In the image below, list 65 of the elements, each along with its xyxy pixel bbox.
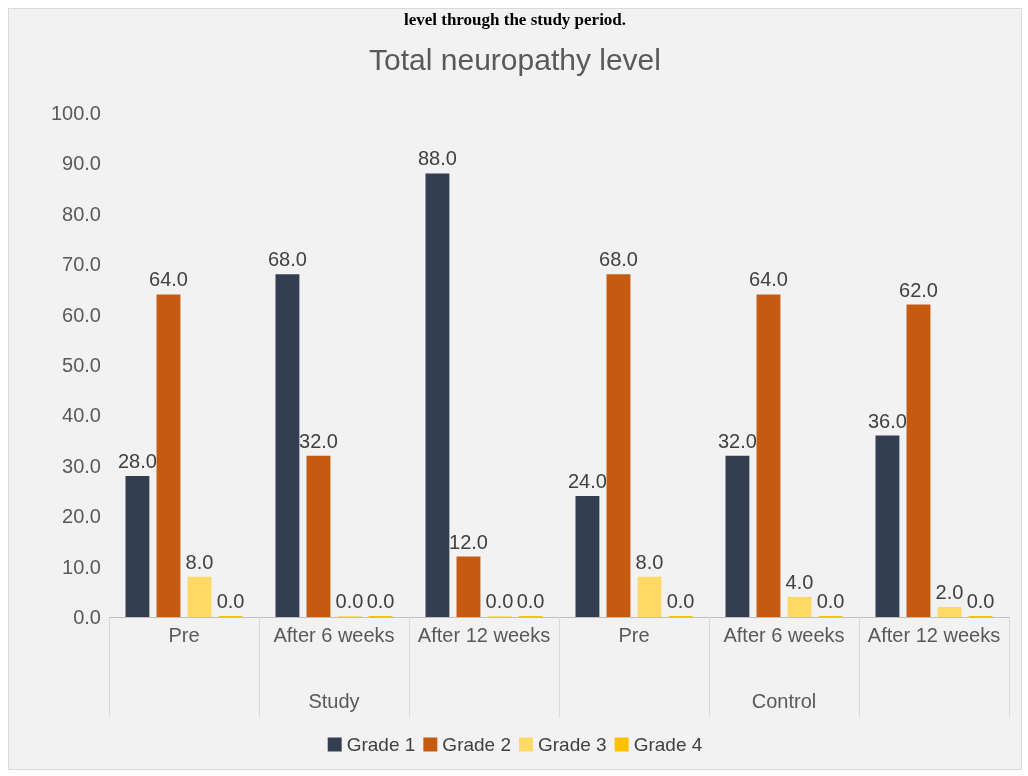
data-label: 88.0 xyxy=(417,147,457,170)
data-label: 64.0 xyxy=(149,268,188,291)
data-label: 24.0 xyxy=(567,470,607,493)
x-tick-label: Pre xyxy=(618,624,650,646)
bar xyxy=(637,576,662,617)
data-label: 64.0 xyxy=(749,268,788,291)
data-label: 0.0 xyxy=(216,590,245,612)
data-label: 62.0 xyxy=(899,278,938,301)
text: Control xyxy=(751,690,817,712)
bar xyxy=(725,455,750,617)
y-tick-label: 90.0 xyxy=(62,152,101,175)
y-tick-label: 0.0 xyxy=(73,606,101,628)
data-label: 8.0 xyxy=(635,550,664,573)
legend-label: Grade 2 xyxy=(442,734,511,755)
text: level through the study period. xyxy=(403,10,627,29)
data-label: 0.0 xyxy=(366,590,395,612)
bar xyxy=(275,274,300,617)
data-label: 0.0 xyxy=(485,590,514,612)
data-label: 4.0 xyxy=(785,570,814,593)
x-tick-label: Pre xyxy=(168,624,200,646)
data-label: 68.0 xyxy=(267,248,307,271)
bar xyxy=(875,435,900,617)
data-label: 28.0 xyxy=(117,449,157,472)
data-label: 68.0 xyxy=(599,248,638,271)
data-label: 32.0 xyxy=(299,429,338,452)
bar xyxy=(756,294,781,617)
data-label: 0.0 xyxy=(816,590,845,612)
bar xyxy=(937,606,962,617)
data-label: 36.0 xyxy=(867,409,907,432)
y-tick-label: 100.0 xyxy=(50,102,101,124)
data-label: 8.0 xyxy=(185,550,214,573)
y-tick-label: 60.0 xyxy=(62,303,101,326)
bar xyxy=(306,455,331,617)
data-label: 0.0 xyxy=(666,590,695,612)
y-tick-label: 50.0 xyxy=(62,354,101,376)
x-tick-label: After 6 weeks xyxy=(273,624,395,646)
data-label: 2.0 xyxy=(935,580,964,603)
data-label: 32.0 xyxy=(717,429,757,452)
y-tick-label: 10.0 xyxy=(62,555,101,578)
data-label: 0.0 xyxy=(335,590,364,612)
y-tick-label: 30.0 xyxy=(62,454,101,477)
bar xyxy=(906,304,931,617)
y-tick-label: 20.0 xyxy=(62,505,101,528)
bar xyxy=(787,596,812,617)
legend-label: Grade 3 xyxy=(538,734,607,755)
bar xyxy=(575,496,600,617)
y-tick-label: 40.0 xyxy=(62,404,101,427)
bar xyxy=(425,173,450,617)
data-label: 0.0 xyxy=(516,590,545,612)
y-tick-label: 80.0 xyxy=(62,202,101,225)
x-tick-label: After 12 weeks xyxy=(867,624,1001,646)
bar xyxy=(606,274,631,617)
data-label: 12.0 xyxy=(449,530,488,553)
bar xyxy=(456,556,481,617)
text: Study xyxy=(308,690,360,712)
bar xyxy=(125,475,150,617)
bar xyxy=(187,576,212,617)
x-tick-label: After 12 weeks xyxy=(417,624,551,646)
bar xyxy=(156,294,181,617)
legend-label: Grade 1 xyxy=(346,734,416,755)
legend-label: Grade 4 xyxy=(633,734,703,755)
data-label: 0.0 xyxy=(966,590,995,612)
y-tick-label: 70.0 xyxy=(62,253,101,276)
x-tick-label: After 6 weeks xyxy=(723,624,845,646)
chart-title: Total neuropathy level xyxy=(369,42,661,76)
